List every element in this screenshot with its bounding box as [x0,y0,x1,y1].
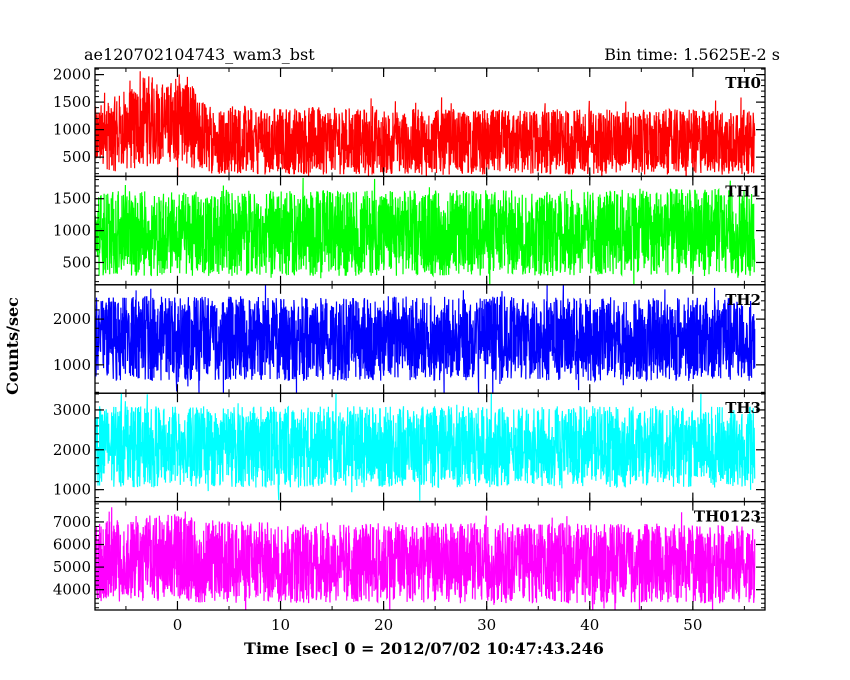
panel-label: TH0123 [694,508,761,526]
y-tick-label: 6000 [53,536,91,554]
series-line-th0123 [95,507,756,611]
x-tick-label: 0 [173,616,183,634]
x-tick-label: 40 [580,616,599,634]
chart-subtitle: Bin time: 1.5625E-2 s [604,45,780,64]
y-tick-label: 1500 [53,190,91,208]
y-tick-label: 500 [62,148,91,166]
panels-group: 500 1000 1500 2000 TH0 500 1000 1500 TH1 1000 2000… [53,66,766,611]
x-axis-label: Time [sec] 0 = 2012/07/02 10:47:43.246 [244,639,604,658]
y-tick-label: 1000 [53,481,91,499]
panel-label: TH1 [725,182,761,200]
panel-th1: 500 1000 1500 TH1 [53,175,766,286]
panel-th2: 1000 2000 TH2 [53,284,766,394]
panel-label: TH0 [725,74,761,92]
chart-title: ae120702104743_wam3_bst [84,45,315,64]
x-tick-label: 20 [374,616,393,634]
x-axis: 0 10 20 30 40 50 [173,616,703,634]
series-line-th2 [95,284,756,394]
panel-frame [94,500,766,611]
y-tick-label: 2000 [53,310,91,328]
y-tick-label: 2000 [53,441,91,459]
panel-th3: 1000 2000 3000 TH3 [53,392,766,503]
y-tick-label: 4000 [53,581,91,599]
panel-th0: 500 1000 1500 2000 TH0 [53,66,766,178]
panel-label: TH3 [725,399,761,417]
y-tick-label: 2000 [53,66,91,84]
x-tick-label: 50 [683,616,702,634]
y-tick-label: 500 [62,253,91,271]
y-tick-label: 3000 [53,401,91,419]
y-tick-label: 1000 [53,222,91,240]
series-line-th3 [95,393,756,501]
y-axis-label: Counts/sec [3,297,22,395]
y-tick-label: 5000 [53,558,91,576]
panel-label: TH2 [725,291,761,309]
panel-th0123: 4000 5000 6000 7000 TH0123 [53,500,766,611]
series-line-th1 [95,177,756,285]
y-tick-label: 7000 [53,513,91,531]
x-tick-label: 10 [271,616,290,634]
y-tick-label: 1000 [53,121,91,139]
series-line-th0 [95,71,756,177]
y-tick-label: 1000 [53,356,91,374]
x-tick-label: 30 [477,616,496,634]
y-tick-label: 1500 [53,93,91,111]
